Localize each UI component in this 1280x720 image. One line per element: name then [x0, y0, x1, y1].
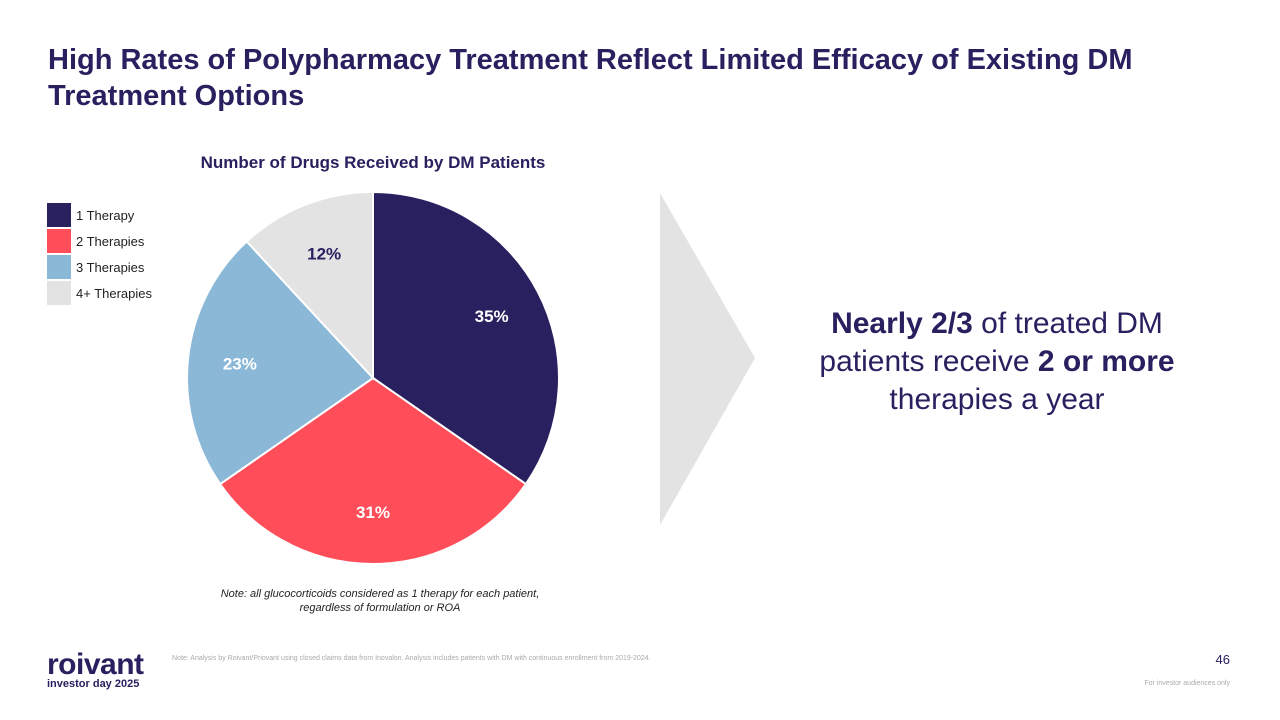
slide-title: High Rates of Polypharmacy Treatment Ref…	[48, 44, 1133, 112]
roivant-logo: roivant investor day 2025	[47, 648, 144, 691]
key-takeaway: Nearly 2/3 of treated DM patients receiv…	[790, 305, 1204, 419]
pie-data-label: 35%	[475, 307, 509, 326]
pie-data-label: 31%	[356, 503, 390, 522]
logo-subtitle: investor day 2025	[47, 678, 140, 690]
pie-data-label: 23%	[223, 354, 257, 373]
chevron-arrow-icon	[660, 193, 755, 525]
pie-data-label: 12%	[307, 244, 341, 263]
legend-label: 3 Therapies	[76, 259, 145, 275]
callout-text-2: of treated DM patients receive	[819, 307, 1163, 378]
chart-legend: 1 Therapy 2 Therapies 3 Therapies 4+ The…	[47, 202, 152, 306]
legend-label: 1 Therapy	[76, 207, 135, 223]
legend-label: 4+ Therapies	[76, 285, 153, 301]
pie-slice-1	[372, 190, 560, 486]
callout-text-4: therapies a year	[889, 383, 1105, 416]
page-number: 46	[1215, 652, 1230, 667]
logo-name: roivant	[47, 648, 144, 681]
legend-item: 3 Therapies	[47, 254, 152, 280]
legend-item: 1 Therapy	[47, 202, 152, 228]
disclaimer: For investor audiences only	[1144, 680, 1230, 687]
callout-bold-3: 2 or more	[1037, 345, 1175, 378]
legend-swatch	[47, 255, 71, 279]
legend-label: 2 Therapies	[76, 233, 145, 249]
chart-title: Number of Drugs Received by DM Patients	[200, 153, 546, 172]
pie-chart: 35% 31% 23% 12%	[186, 190, 560, 565]
pie-slice-2	[218, 376, 528, 565]
legend-item: 4+ Therapies	[47, 280, 152, 306]
footnote: Note: Analysis by Roivant/Priovant using…	[172, 655, 651, 662]
legend-swatch	[47, 229, 71, 253]
chart-note: Note: all glucocorticoids considered as …	[220, 588, 540, 614]
callout-bold-1: Nearly 2/3	[831, 307, 973, 340]
legend-swatch	[47, 203, 71, 227]
pie-slice-4	[245, 190, 374, 381]
pie-slice-3	[186, 240, 375, 486]
legend-item: 2 Therapies	[47, 228, 152, 254]
legend-swatch	[47, 281, 71, 305]
